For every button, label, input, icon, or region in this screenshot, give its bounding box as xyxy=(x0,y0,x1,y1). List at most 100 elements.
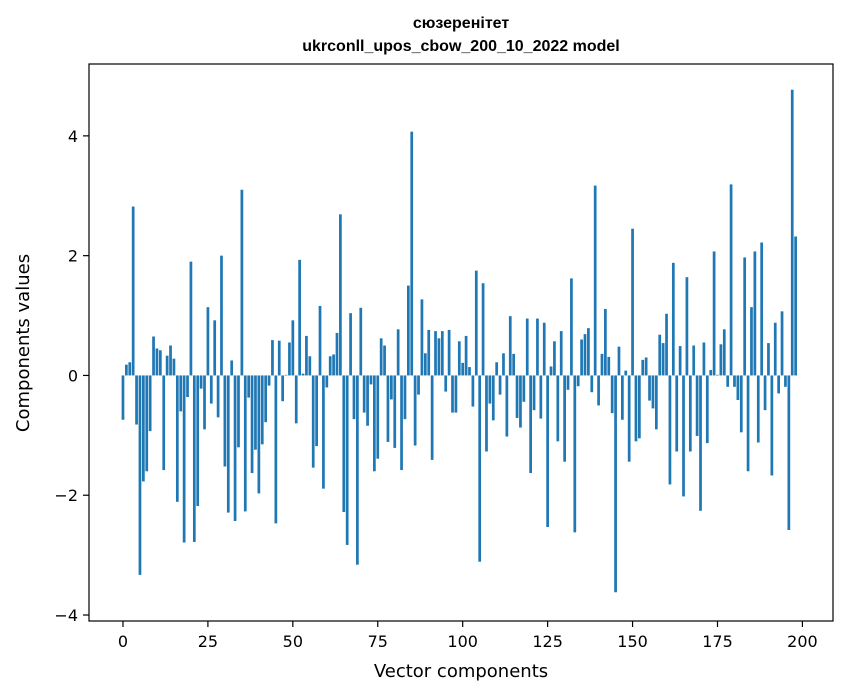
bar-49 xyxy=(288,342,291,376)
bar-75 xyxy=(376,375,380,459)
bar-98 xyxy=(454,375,458,413)
bar-78 xyxy=(386,375,390,442)
bar-134 xyxy=(576,375,580,387)
bar-125 xyxy=(546,375,549,527)
bar-173 xyxy=(709,370,713,376)
bar-56 xyxy=(311,375,315,468)
bar-192 xyxy=(773,322,777,376)
bar-15 xyxy=(172,358,176,376)
bar-197 xyxy=(790,89,794,376)
bar-17 xyxy=(179,375,183,412)
bar-160 xyxy=(665,313,668,376)
bar-157 xyxy=(654,375,658,430)
bar-161 xyxy=(668,375,672,485)
bar-3 xyxy=(131,206,135,376)
bar-73 xyxy=(369,375,373,385)
bar-106 xyxy=(481,283,485,376)
bar-174 xyxy=(712,251,716,376)
bar-194 xyxy=(780,311,784,376)
bar-126 xyxy=(549,366,553,376)
bar-107 xyxy=(485,375,488,452)
bar-140 xyxy=(597,375,600,406)
bar-88 xyxy=(420,299,424,376)
bar-172 xyxy=(705,375,709,444)
bar-159 xyxy=(661,343,665,376)
bar-57 xyxy=(315,375,318,447)
bar-122 xyxy=(536,318,539,376)
bar-147 xyxy=(621,375,624,420)
bar-119 xyxy=(525,318,529,376)
x-tick-label: 150 xyxy=(617,632,648,651)
bar-63 xyxy=(335,332,339,376)
bar-12 xyxy=(162,375,166,471)
bar-series xyxy=(121,89,797,593)
y-axis: −4 −2 0 2 4 xyxy=(54,127,89,625)
bar-186 xyxy=(753,251,757,376)
bar-97 xyxy=(451,375,454,413)
bar-22 xyxy=(196,375,200,507)
bar-85 xyxy=(410,131,414,376)
bar-96 xyxy=(447,329,451,376)
bar-0 xyxy=(121,375,125,420)
bar-92 xyxy=(434,331,437,376)
bar-4 xyxy=(135,375,138,425)
bar-156 xyxy=(651,375,655,409)
bar-155 xyxy=(648,375,651,401)
bar-91 xyxy=(430,375,434,460)
bar-124 xyxy=(542,322,546,376)
y-tick-label: 4 xyxy=(68,127,78,146)
bar-164 xyxy=(678,346,682,376)
bar-127 xyxy=(553,341,556,376)
bar-118 xyxy=(522,375,526,402)
bar-50 xyxy=(291,320,295,376)
bar-51 xyxy=(294,375,298,424)
bar-131 xyxy=(566,375,570,390)
bar-196 xyxy=(787,375,791,530)
bar-23 xyxy=(199,375,203,389)
bar-137 xyxy=(587,328,590,376)
bar-77 xyxy=(383,345,386,376)
bar-13 xyxy=(165,355,169,376)
bar-33 xyxy=(233,375,237,521)
bar-117 xyxy=(519,375,522,428)
bar-141 xyxy=(600,353,604,376)
bar-178 xyxy=(726,375,730,387)
bar-35 xyxy=(240,189,244,376)
bar-105 xyxy=(478,375,482,562)
bar-184 xyxy=(746,375,750,472)
bar-83 xyxy=(403,375,407,420)
x-tick-label: 100 xyxy=(447,632,478,651)
x-axis: 0 25 50 75 100 125 150 175 200 xyxy=(118,621,818,651)
bar-38 xyxy=(250,375,254,474)
bar-167 xyxy=(688,375,692,452)
bar-169 xyxy=(695,375,699,436)
bar-29 xyxy=(220,255,223,376)
x-tick-label: 175 xyxy=(702,632,733,651)
bar-28 xyxy=(216,375,220,418)
bar-76 xyxy=(379,338,383,376)
bar-7 xyxy=(145,375,149,472)
y-tick-label: 2 xyxy=(68,247,78,266)
bar-154 xyxy=(644,357,648,376)
bar-25 xyxy=(206,307,210,376)
bar-19 xyxy=(186,375,189,397)
bar-64 xyxy=(339,214,342,376)
bar-153 xyxy=(641,359,645,376)
bar-145 xyxy=(614,375,617,593)
bar-61 xyxy=(328,356,332,376)
bar-94 xyxy=(440,331,444,376)
y-tick-label: −2 xyxy=(54,486,78,505)
bar-195 xyxy=(784,375,787,387)
bar-68 xyxy=(352,375,356,420)
bar-30 xyxy=(223,375,227,467)
bar-53 xyxy=(301,373,305,376)
bar-44 xyxy=(271,340,274,376)
bar-104 xyxy=(474,270,478,376)
bar-10 xyxy=(155,348,159,376)
bar-8 xyxy=(148,375,152,432)
bar-121 xyxy=(532,375,536,411)
bar-74 xyxy=(373,375,376,472)
bar-146 xyxy=(617,346,621,376)
bar-103 xyxy=(471,375,475,407)
bar-36 xyxy=(243,375,247,512)
